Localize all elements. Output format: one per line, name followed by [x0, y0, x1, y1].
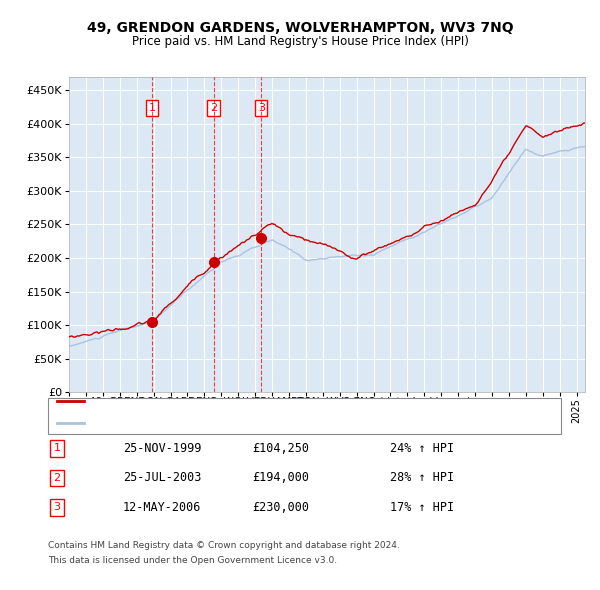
- Text: HPI: Average price, detached house, Wolverhampton: HPI: Average price, detached house, Wolv…: [89, 418, 364, 428]
- Text: 2: 2: [210, 103, 217, 113]
- Text: Price paid vs. HM Land Registry's House Price Index (HPI): Price paid vs. HM Land Registry's House …: [131, 35, 469, 48]
- Text: 1: 1: [148, 103, 155, 113]
- Text: 17% ↑ HPI: 17% ↑ HPI: [390, 501, 454, 514]
- Text: 49, GRENDON GARDENS, WOLVERHAMPTON, WV3 7NQ (detached house): 49, GRENDON GARDENS, WOLVERHAMPTON, WV3 …: [89, 396, 471, 406]
- Text: 2: 2: [53, 473, 61, 483]
- Text: This data is licensed under the Open Government Licence v3.0.: This data is licensed under the Open Gov…: [48, 556, 337, 565]
- Text: £230,000: £230,000: [252, 501, 309, 514]
- Text: £194,000: £194,000: [252, 471, 309, 484]
- Text: 28% ↑ HPI: 28% ↑ HPI: [390, 471, 454, 484]
- Text: Contains HM Land Registry data © Crown copyright and database right 2024.: Contains HM Land Registry data © Crown c…: [48, 541, 400, 550]
- Text: 49, GRENDON GARDENS, WOLVERHAMPTON, WV3 7NQ: 49, GRENDON GARDENS, WOLVERHAMPTON, WV3 …: [86, 21, 514, 35]
- Text: 25-NOV-1999: 25-NOV-1999: [123, 442, 202, 455]
- Text: 24% ↑ HPI: 24% ↑ HPI: [390, 442, 454, 455]
- Text: 12-MAY-2006: 12-MAY-2006: [123, 501, 202, 514]
- Text: 1: 1: [53, 444, 61, 453]
- Text: 3: 3: [257, 103, 265, 113]
- Text: 25-JUL-2003: 25-JUL-2003: [123, 471, 202, 484]
- Text: £104,250: £104,250: [252, 442, 309, 455]
- Text: 3: 3: [53, 503, 61, 512]
